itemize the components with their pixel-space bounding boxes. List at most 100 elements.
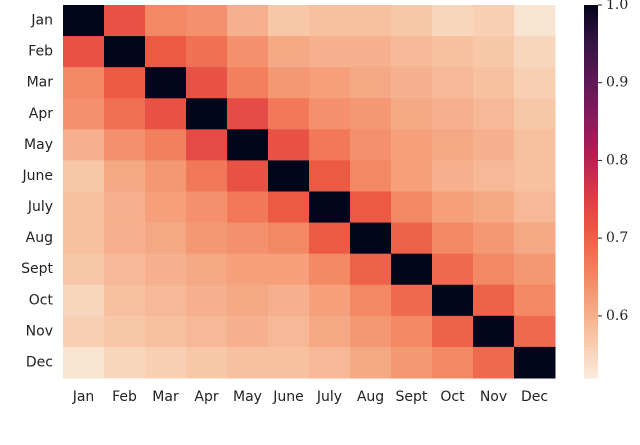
heatmap-cell — [391, 284, 433, 317]
heatmap-cell — [350, 98, 392, 130]
colorbar-segment — [584, 85, 598, 90]
colorbar-segment — [584, 70, 598, 74]
heatmap-cell — [391, 160, 433, 192]
colorbar-segment — [584, 113, 598, 118]
colorbar-segment — [584, 343, 598, 348]
colorbar-tick-label: 0.8 — [606, 152, 628, 168]
heatmap-cell — [227, 67, 269, 99]
heatmap-cell — [227, 222, 269, 255]
colorbar-segment — [584, 368, 598, 373]
heatmap-cell — [104, 67, 146, 99]
heatmap-cell — [227, 160, 269, 192]
heatmap-cell — [514, 346, 556, 379]
heatmap-cell — [63, 222, 105, 255]
colorbar-segment — [584, 238, 598, 242]
heatmap-cell — [227, 98, 269, 130]
colorbar-segment — [584, 346, 598, 351]
colorbar-segment — [584, 126, 598, 130]
colorbar-segment — [584, 235, 598, 239]
y-tick-label: May — [24, 137, 53, 153]
colorbar-segment — [584, 79, 598, 84]
heatmap-cell — [104, 160, 146, 192]
heatmap-cell — [432, 5, 474, 37]
heatmap-cell — [391, 315, 433, 348]
heatmap-cell — [145, 5, 187, 37]
colorbar-segment — [584, 51, 598, 56]
heatmap-cell — [145, 346, 187, 379]
heatmap-cell — [350, 315, 392, 348]
heatmap-cell — [186, 129, 228, 161]
heatmap-cell — [63, 67, 105, 99]
colorbar-segment — [584, 225, 598, 230]
heatmap-cell — [432, 284, 474, 317]
heatmap-cell — [432, 346, 474, 379]
heatmap-cell — [473, 98, 515, 130]
colorbar-segment — [584, 250, 598, 255]
colorbar-segment — [584, 110, 598, 115]
colorbar-segment — [584, 297, 598, 301]
colorbar-segment — [584, 207, 598, 211]
y-tick-label: Mar — [27, 75, 54, 91]
colorbar-segment — [584, 82, 598, 87]
heatmap-cell — [350, 67, 392, 99]
x-tick-label: Jan — [72, 389, 95, 405]
colorbar-tick-label: 1.0 — [606, 0, 628, 13]
colorbar-segment — [584, 362, 598, 367]
heatmap-cell — [350, 5, 392, 37]
colorbar-segment — [584, 259, 598, 264]
colorbar-segment — [584, 182, 598, 186]
colorbar-segment — [584, 67, 598, 71]
colorbar-segment — [584, 356, 598, 360]
colorbar-segment — [584, 104, 598, 109]
x-tick-label: Nov — [480, 389, 507, 405]
x-tick-label: Mar — [152, 389, 179, 405]
heatmap-cell — [145, 129, 187, 161]
heatmap-cell — [473, 222, 515, 255]
heatmap-cell — [186, 222, 228, 255]
heatmap-cell — [514, 253, 556, 286]
heatmap-cell — [309, 346, 351, 379]
heatmap-cell — [514, 98, 556, 130]
x-tick-label: Oct — [440, 389, 465, 405]
colorbar-segment — [584, 57, 598, 62]
heatmap-cell — [268, 315, 310, 348]
heatmap-cell — [145, 191, 187, 224]
heatmap-cell — [104, 98, 146, 130]
heatmap-cell — [186, 253, 228, 286]
colorbar-segment — [584, 5, 598, 9]
colorbar-segment — [584, 328, 598, 332]
heatmap-cell — [514, 315, 556, 348]
heatmap-cell — [186, 36, 228, 68]
heatmap-cell — [268, 36, 310, 68]
y-tick-label: Sept — [21, 261, 53, 277]
heatmap-cell — [227, 315, 269, 348]
heatmap-cell — [63, 284, 105, 317]
heatmap-cell — [186, 5, 228, 37]
colorbar-segment — [584, 290, 598, 295]
heatmap-cell — [432, 191, 474, 224]
colorbar-segment — [584, 300, 598, 304]
heatmap-cell — [309, 222, 351, 255]
heatmap-cell — [432, 315, 474, 348]
heatmap-cell — [432, 98, 474, 130]
heatmap-cell — [309, 98, 351, 130]
colorbar-segment — [584, 275, 598, 280]
colorbar-segment — [584, 42, 598, 46]
colorbar-segment — [584, 95, 598, 99]
colorbar-segment — [584, 132, 598, 137]
heatmap-cell — [268, 284, 310, 317]
colorbar-segment — [584, 154, 598, 158]
heatmap-cell — [145, 160, 187, 192]
colorbar-segment — [584, 231, 598, 236]
heatmap-cell — [309, 253, 351, 286]
heatmap-cell — [309, 315, 351, 348]
colorbar-segment — [584, 172, 598, 177]
heatmap-cell — [268, 160, 310, 192]
heatmap-cell — [309, 36, 351, 68]
heatmap-cell — [268, 253, 310, 286]
heatmap-cell — [268, 222, 310, 255]
colorbar-segment — [584, 213, 598, 217]
heatmap-cell — [473, 160, 515, 192]
heatmap-cell — [391, 5, 433, 37]
heatmap-cell — [268, 5, 310, 37]
